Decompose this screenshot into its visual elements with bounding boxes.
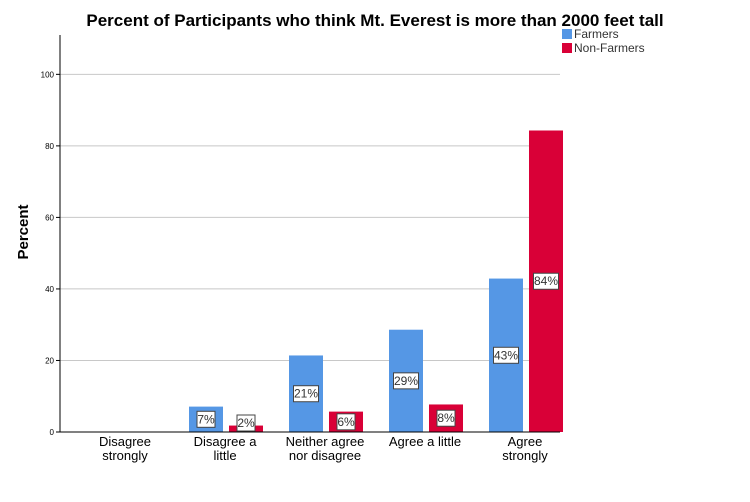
x-tick-label: strongly <box>502 448 548 463</box>
y-tick-label: 100 <box>41 70 55 79</box>
x-tick-label: Disagree <box>99 434 151 449</box>
x-tick-label: little <box>213 448 236 463</box>
y-tick-label: 0 <box>50 428 55 437</box>
data-label-box <box>236 414 256 432</box>
legend-label: Non-Farmers <box>574 41 645 55</box>
x-tick-label: Disagree a <box>194 434 258 449</box>
data-label-box <box>493 346 519 364</box>
x-tick-label: nor disagree <box>289 448 361 463</box>
chart-title: Percent of Participants who think Mt. Ev… <box>86 11 663 30</box>
data-label: 84% <box>534 274 558 288</box>
data-label: 8% <box>437 411 455 425</box>
data-label: 29% <box>394 374 418 388</box>
legend-swatch <box>562 29 572 39</box>
y-tick-label: 40 <box>45 285 54 294</box>
x-tick-label: Agree <box>508 434 543 449</box>
x-tick-label: Neither agree <box>286 434 365 449</box>
data-label: 6% <box>337 415 355 429</box>
data-label-box <box>336 413 356 431</box>
data-label-box <box>196 410 216 428</box>
data-label-box <box>293 385 319 403</box>
y-axis-label: Percent <box>15 204 32 259</box>
data-label: 43% <box>494 348 518 362</box>
data-label-box <box>533 272 559 290</box>
x-tick-label: strongly <box>102 448 148 463</box>
data-label: 7% <box>197 412 215 426</box>
data-label: 2% <box>237 416 255 430</box>
data-label-box <box>436 409 456 427</box>
data-label-box <box>393 372 419 390</box>
legend-swatch <box>562 43 572 53</box>
data-label: 21% <box>294 387 318 401</box>
y-tick-label: 20 <box>45 356 54 365</box>
x-tick-label: Agree a little <box>389 434 461 449</box>
y-tick-label: 60 <box>45 213 54 222</box>
y-tick-label: 80 <box>45 142 54 151</box>
legend-label: Farmers <box>574 27 619 41</box>
